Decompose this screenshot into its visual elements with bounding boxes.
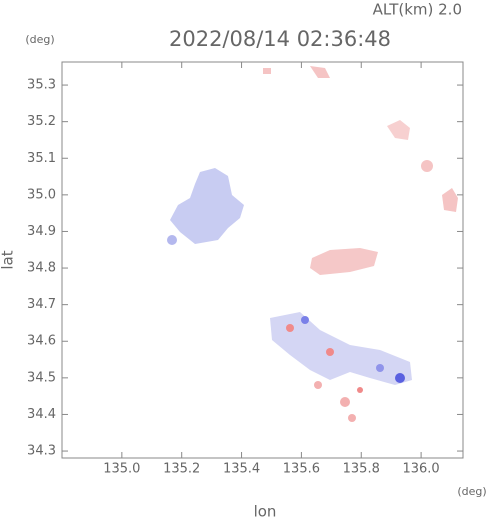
y-tick-label: 34.6 xyxy=(27,334,56,349)
altitude-label: ALT(km) 2.0 xyxy=(373,1,462,19)
echo-region xyxy=(348,414,356,422)
chart-title: 2022/08/14 02:36:48 xyxy=(169,27,391,51)
echo-region xyxy=(270,312,412,385)
y-tick-label: 34.7 xyxy=(27,297,56,312)
x-tick-label: 135.2 xyxy=(163,462,200,477)
x-tick-label: 136.0 xyxy=(402,462,439,477)
y-tick-label: 35.1 xyxy=(27,151,56,166)
x-axis-label: lon xyxy=(254,503,277,521)
echo-region xyxy=(387,120,410,140)
y-tick-label: 35.0 xyxy=(27,187,56,202)
y-tick-label: 34.9 xyxy=(27,224,56,239)
x-tick-label: 135.8 xyxy=(343,462,380,477)
echo-region xyxy=(310,248,378,275)
x-tick-label: 135.6 xyxy=(283,462,320,477)
echo-region xyxy=(376,364,384,372)
plot-frame xyxy=(61,61,464,459)
echo-region xyxy=(301,316,309,324)
echo-region xyxy=(421,160,433,172)
echo-region xyxy=(314,381,322,389)
y-tick-label: 35.3 xyxy=(27,78,56,93)
x-tick-label: 135.0 xyxy=(103,462,140,477)
echo-region xyxy=(326,348,334,356)
echo-region xyxy=(167,235,177,245)
y-tick-label: 34.5 xyxy=(27,370,56,385)
echo-region xyxy=(357,387,363,393)
y-axis-label: lat xyxy=(0,250,17,269)
x-unit: (deg) xyxy=(457,485,486,498)
echo-region xyxy=(340,397,350,407)
echo-region xyxy=(263,68,271,74)
echo-region xyxy=(442,188,458,212)
y-unit: (deg) xyxy=(25,33,54,46)
echo-region xyxy=(395,373,405,383)
echo-region xyxy=(310,66,330,78)
echo-region xyxy=(170,168,244,244)
echo-regions xyxy=(167,66,458,422)
echo-region xyxy=(286,324,294,332)
y-tick-label: 35.2 xyxy=(27,114,56,129)
x-tick-label: 135.4 xyxy=(223,462,260,477)
y-tick-label: 34.8 xyxy=(27,261,56,276)
y-tick-label: 34.4 xyxy=(27,407,56,422)
y-tick-label: 34.3 xyxy=(27,444,56,459)
